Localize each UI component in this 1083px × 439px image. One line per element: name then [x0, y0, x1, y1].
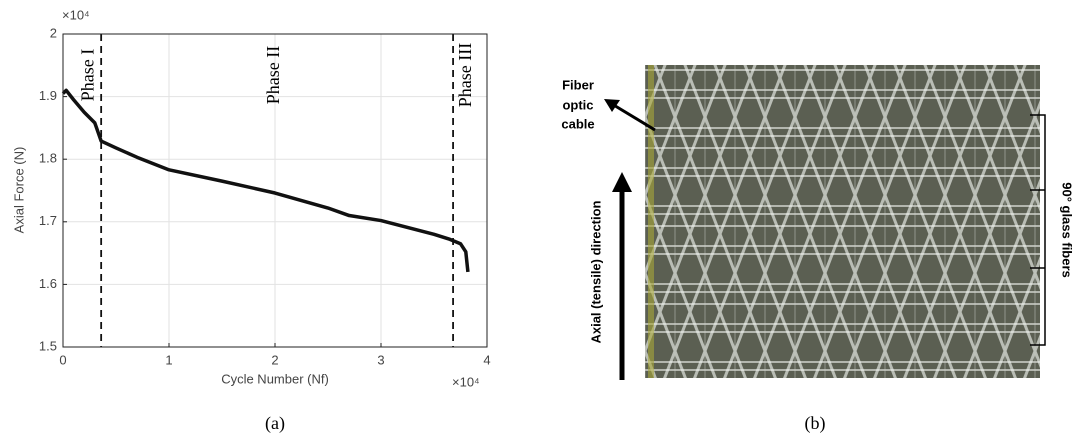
x-tick-label: 4: [483, 352, 490, 367]
phase-label: Phase II: [263, 46, 283, 104]
direction-label: Axial (tensile) direction: [588, 200, 603, 343]
direction-arrow-head: [612, 172, 632, 192]
y-axis-label: Axial Force (N): [11, 147, 26, 234]
y-tick-label: 1.9: [39, 88, 57, 103]
x-tick-label: 3: [377, 352, 384, 367]
plot-frame: [62, 33, 488, 348]
fiber-label: optic: [562, 97, 593, 112]
fiber-label: Fiber: [562, 77, 594, 92]
pointer-arrow: [611, 102, 656, 132]
fiber-optic-cable: [648, 65, 654, 378]
y-tick-label: 2: [50, 25, 57, 40]
phase-label: Phase I: [77, 49, 97, 102]
caption: (b): [805, 413, 826, 434]
chart-panel: ×10⁴ ×10⁴ Cycle Number (Nf) Axial Force …: [11, 7, 490, 434]
y-tick-label: 1.5: [39, 338, 57, 353]
photo-panel: Fiber optic cable Axial (tensile) direct…: [561, 65, 1075, 434]
x-axis-label: Cycle Number (Nf): [221, 371, 329, 386]
x-multiplier: ×10⁴: [452, 374, 480, 389]
y-tick-label: 1.8: [39, 151, 57, 166]
data-line: [61, 88, 470, 273]
photo: [645, 65, 1040, 378]
caption: (a): [265, 413, 285, 434]
x-tick-label: 0: [59, 352, 66, 367]
glass-fiber-label: 90° glass fibers: [1060, 182, 1075, 278]
x-tick-label: 1: [165, 352, 172, 367]
x-tick-label: 2: [271, 352, 278, 367]
pointer-arrow-head: [604, 99, 620, 112]
phase-label: Phase III: [455, 43, 475, 107]
fiber-label: cable: [561, 116, 594, 131]
fiber-bracket: [1030, 114, 1046, 346]
y-multiplier: ×10⁴: [62, 7, 90, 22]
y-tick-label: 1.7: [39, 213, 57, 228]
y-tick-label: 1.6: [39, 276, 57, 291]
